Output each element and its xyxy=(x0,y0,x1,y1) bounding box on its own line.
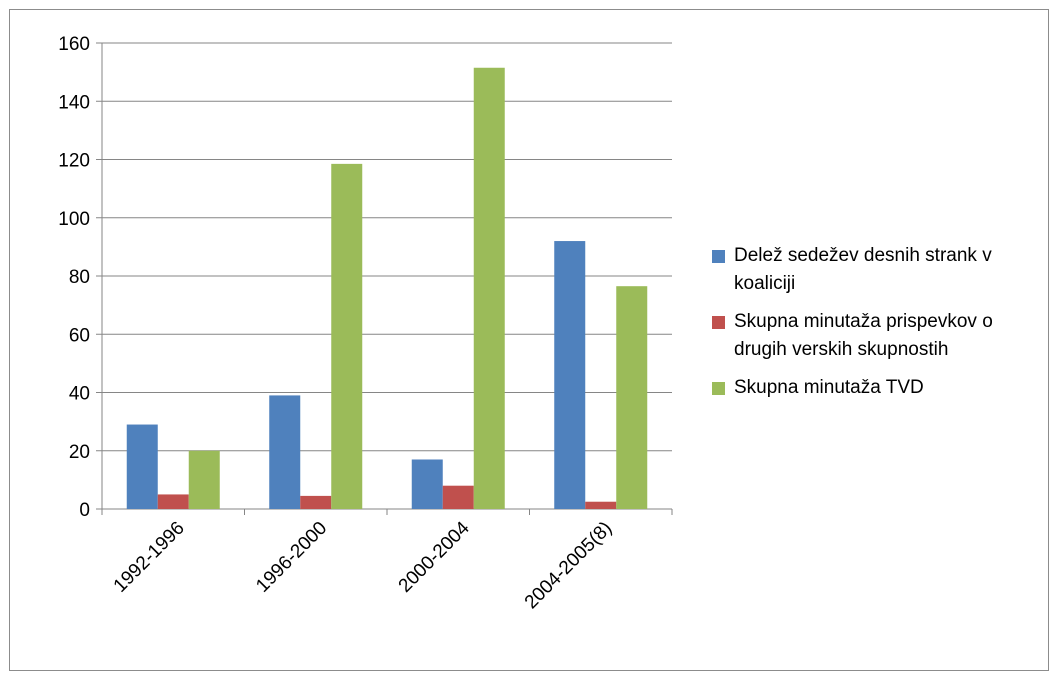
x-category-label-1: 1996-2000 xyxy=(252,518,331,597)
legend-swatch-1 xyxy=(712,316,725,329)
bar-s1-c1 xyxy=(300,495,332,509)
y-tick-label-100: 100 xyxy=(58,209,90,230)
x-category-label-3: 2004-2005(8) xyxy=(521,518,617,614)
bar-s1-c3 xyxy=(585,501,617,509)
legend-swatch-2 xyxy=(712,382,725,395)
legend: Delež sedežev desnih strank v koaliciji … xyxy=(712,242,1042,412)
x-category-label-0: 1992-1996 xyxy=(110,518,189,597)
chart-frame xyxy=(9,9,1049,671)
bar-s2-c0 xyxy=(188,450,220,509)
bar-s2-c1 xyxy=(331,163,363,509)
bar-s0-c3 xyxy=(554,241,586,510)
legend-swatch-0 xyxy=(712,250,725,263)
y-tick-label-160: 160 xyxy=(58,34,90,55)
bar-s1-c0 xyxy=(157,494,189,509)
bar-s0-c1 xyxy=(269,395,301,509)
bar-s2-c3 xyxy=(616,286,648,509)
y-tick-label-140: 140 xyxy=(58,92,90,113)
bar-s2-c2 xyxy=(473,67,505,509)
y-tick-label-40: 40 xyxy=(69,384,90,405)
y-tick-label-80: 80 xyxy=(69,267,90,288)
legend-label-0: Delež sedežev desnih strank v koaliciji xyxy=(734,245,992,294)
y-tick-label-0: 0 xyxy=(79,500,90,521)
bar-s1-c2 xyxy=(442,485,474,509)
y-tick-label-60: 60 xyxy=(69,325,90,346)
legend-item-2: Skupna minutaža TVD xyxy=(712,374,1042,402)
bar-s0-c0 xyxy=(126,424,158,509)
legend-label-1: Skupna minutaža prispevkov o drugih vers… xyxy=(734,311,993,360)
y-tick-label-120: 120 xyxy=(58,151,90,172)
legend-label-2: Skupna minutaža TVD xyxy=(734,377,924,398)
y-tick-label-20: 20 xyxy=(69,442,90,463)
legend-item-1: Skupna minutaža prispevkov o drugih vers… xyxy=(712,308,1042,364)
bar-s0-c2 xyxy=(411,459,443,509)
legend-item-0: Delež sedežev desnih strank v koaliciji xyxy=(712,242,1042,298)
x-category-label-2: 2000-2004 xyxy=(395,517,474,596)
